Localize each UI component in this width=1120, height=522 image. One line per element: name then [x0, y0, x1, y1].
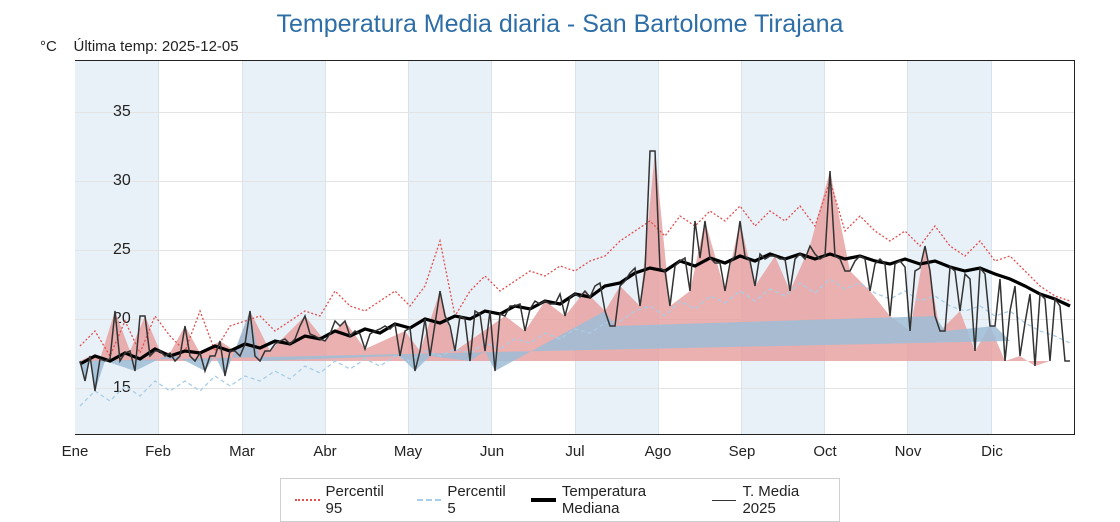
legend-label-mediana: Temperatura Mediana — [562, 483, 690, 517]
legend-label-percentil5: Percentil 5 — [447, 483, 509, 517]
legend-item-tmedia2025[interactable]: T. Media 2025 — [712, 483, 825, 517]
chart-container: Temperatura Media diaria - San Bartolome… — [0, 0, 1120, 500]
x-tick-jul: Jul — [565, 443, 584, 460]
legend-item-percentil95[interactable]: Percentil 95 — [295, 483, 395, 517]
mediana-swatch-icon — [531, 498, 556, 502]
x-tick-abr: Abr — [313, 443, 336, 460]
x-tick-may: May — [394, 443, 422, 460]
x-tick-sep: Sep — [729, 443, 756, 460]
x-tick-ago: Ago — [645, 443, 672, 460]
x-tick-nov: Nov — [895, 443, 922, 460]
percentil5-swatch-icon — [417, 499, 441, 501]
last-temp-label: Última temp: 2025-12-05 — [74, 38, 239, 55]
chart-title: Temperatura Media diaria - San Bartolome… — [0, 0, 1120, 39]
x-tick-jun: Jun — [480, 443, 504, 460]
percentil95-swatch-icon — [295, 499, 320, 501]
x-tick-dic: Dic — [981, 443, 1003, 460]
unit-label: °C — [40, 38, 57, 55]
chart-subheader: °C Última temp: 2025-12-05 — [40, 38, 239, 55]
x-tick-oct: Oct — [813, 443, 836, 460]
legend-label-percentil95: Percentil 95 — [326, 483, 395, 517]
temperature-lines-svg — [75, 61, 1075, 436]
plot-area: 35 30 25 20 15 — [75, 60, 1075, 435]
x-tick-ene: Ene — [62, 443, 89, 460]
x-tick-feb: Feb — [145, 443, 171, 460]
x-tick-mar: Mar — [229, 443, 255, 460]
chart-legend: Percentil 95 Percentil 5 Temperatura Med… — [280, 478, 840, 522]
legend-label-tmedia2025: T. Media 2025 — [742, 483, 825, 517]
legend-item-mediana[interactable]: Temperatura Mediana — [531, 483, 690, 517]
legend-item-percentil5[interactable]: Percentil 5 — [417, 483, 509, 517]
